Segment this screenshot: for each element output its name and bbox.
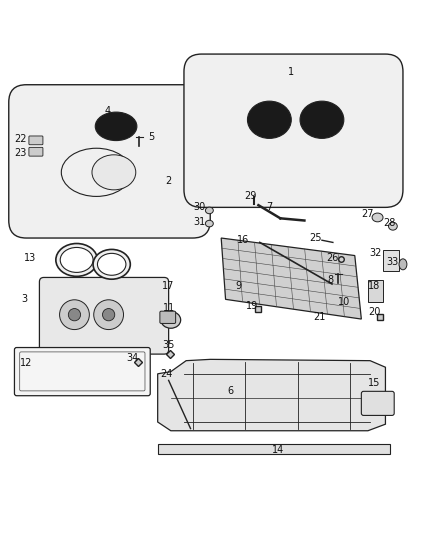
Text: 6: 6 — [227, 386, 233, 397]
FancyBboxPatch shape — [14, 348, 150, 395]
Text: 22: 22 — [14, 134, 27, 144]
FancyBboxPatch shape — [39, 278, 169, 354]
Text: 8: 8 — [328, 274, 334, 285]
Text: 34: 34 — [126, 353, 138, 364]
Text: 27: 27 — [362, 209, 374, 219]
Ellipse shape — [95, 112, 137, 141]
Ellipse shape — [205, 207, 213, 214]
Ellipse shape — [205, 220, 213, 227]
Ellipse shape — [102, 309, 115, 321]
Ellipse shape — [300, 101, 344, 139]
Ellipse shape — [94, 300, 124, 329]
Text: 7: 7 — [266, 203, 272, 212]
Text: 25: 25 — [309, 233, 321, 243]
Text: 13: 13 — [24, 253, 36, 263]
FancyBboxPatch shape — [184, 54, 403, 207]
FancyBboxPatch shape — [158, 444, 390, 454]
Ellipse shape — [60, 300, 89, 329]
Ellipse shape — [60, 247, 93, 272]
Ellipse shape — [399, 259, 407, 270]
Text: 15: 15 — [368, 377, 381, 387]
Ellipse shape — [161, 312, 180, 328]
Text: 16: 16 — [237, 235, 249, 245]
FancyBboxPatch shape — [29, 147, 43, 156]
Text: 2: 2 — [166, 176, 172, 186]
Ellipse shape — [372, 213, 383, 222]
FancyBboxPatch shape — [368, 280, 383, 302]
Ellipse shape — [56, 244, 97, 276]
Ellipse shape — [97, 253, 126, 275]
Ellipse shape — [389, 222, 397, 230]
Text: 3: 3 — [21, 294, 27, 304]
Text: 28: 28 — [384, 217, 396, 228]
Ellipse shape — [92, 155, 136, 190]
Text: 21: 21 — [314, 312, 326, 322]
Text: 26: 26 — [327, 253, 339, 263]
Text: 33: 33 — [386, 257, 399, 267]
Text: 24: 24 — [160, 369, 173, 379]
Polygon shape — [158, 359, 385, 431]
Polygon shape — [383, 250, 399, 271]
FancyBboxPatch shape — [29, 136, 43, 145]
Ellipse shape — [93, 249, 131, 279]
Text: 31: 31 — [193, 217, 205, 227]
Text: 12: 12 — [20, 358, 32, 368]
Polygon shape — [221, 238, 361, 319]
Text: 1: 1 — [288, 67, 294, 77]
Text: 29: 29 — [244, 190, 257, 200]
Ellipse shape — [68, 309, 81, 321]
Text: 32: 32 — [370, 248, 382, 259]
Text: 20: 20 — [368, 308, 381, 318]
Text: 11: 11 — [162, 303, 175, 313]
Ellipse shape — [247, 101, 291, 139]
FancyBboxPatch shape — [160, 311, 176, 324]
Text: 23: 23 — [14, 148, 27, 158]
Text: 30: 30 — [193, 203, 205, 212]
Text: 35: 35 — [162, 341, 175, 350]
Text: 19: 19 — [246, 301, 258, 311]
Text: 14: 14 — [272, 446, 284, 456]
Text: 10: 10 — [338, 296, 350, 306]
Text: 18: 18 — [368, 281, 381, 291]
Text: 9: 9 — [236, 281, 242, 291]
FancyBboxPatch shape — [9, 85, 210, 238]
FancyBboxPatch shape — [361, 391, 394, 415]
Text: 4: 4 — [104, 106, 110, 116]
Text: 17: 17 — [162, 281, 175, 291]
Text: 5: 5 — [148, 132, 154, 142]
Ellipse shape — [61, 148, 131, 197]
